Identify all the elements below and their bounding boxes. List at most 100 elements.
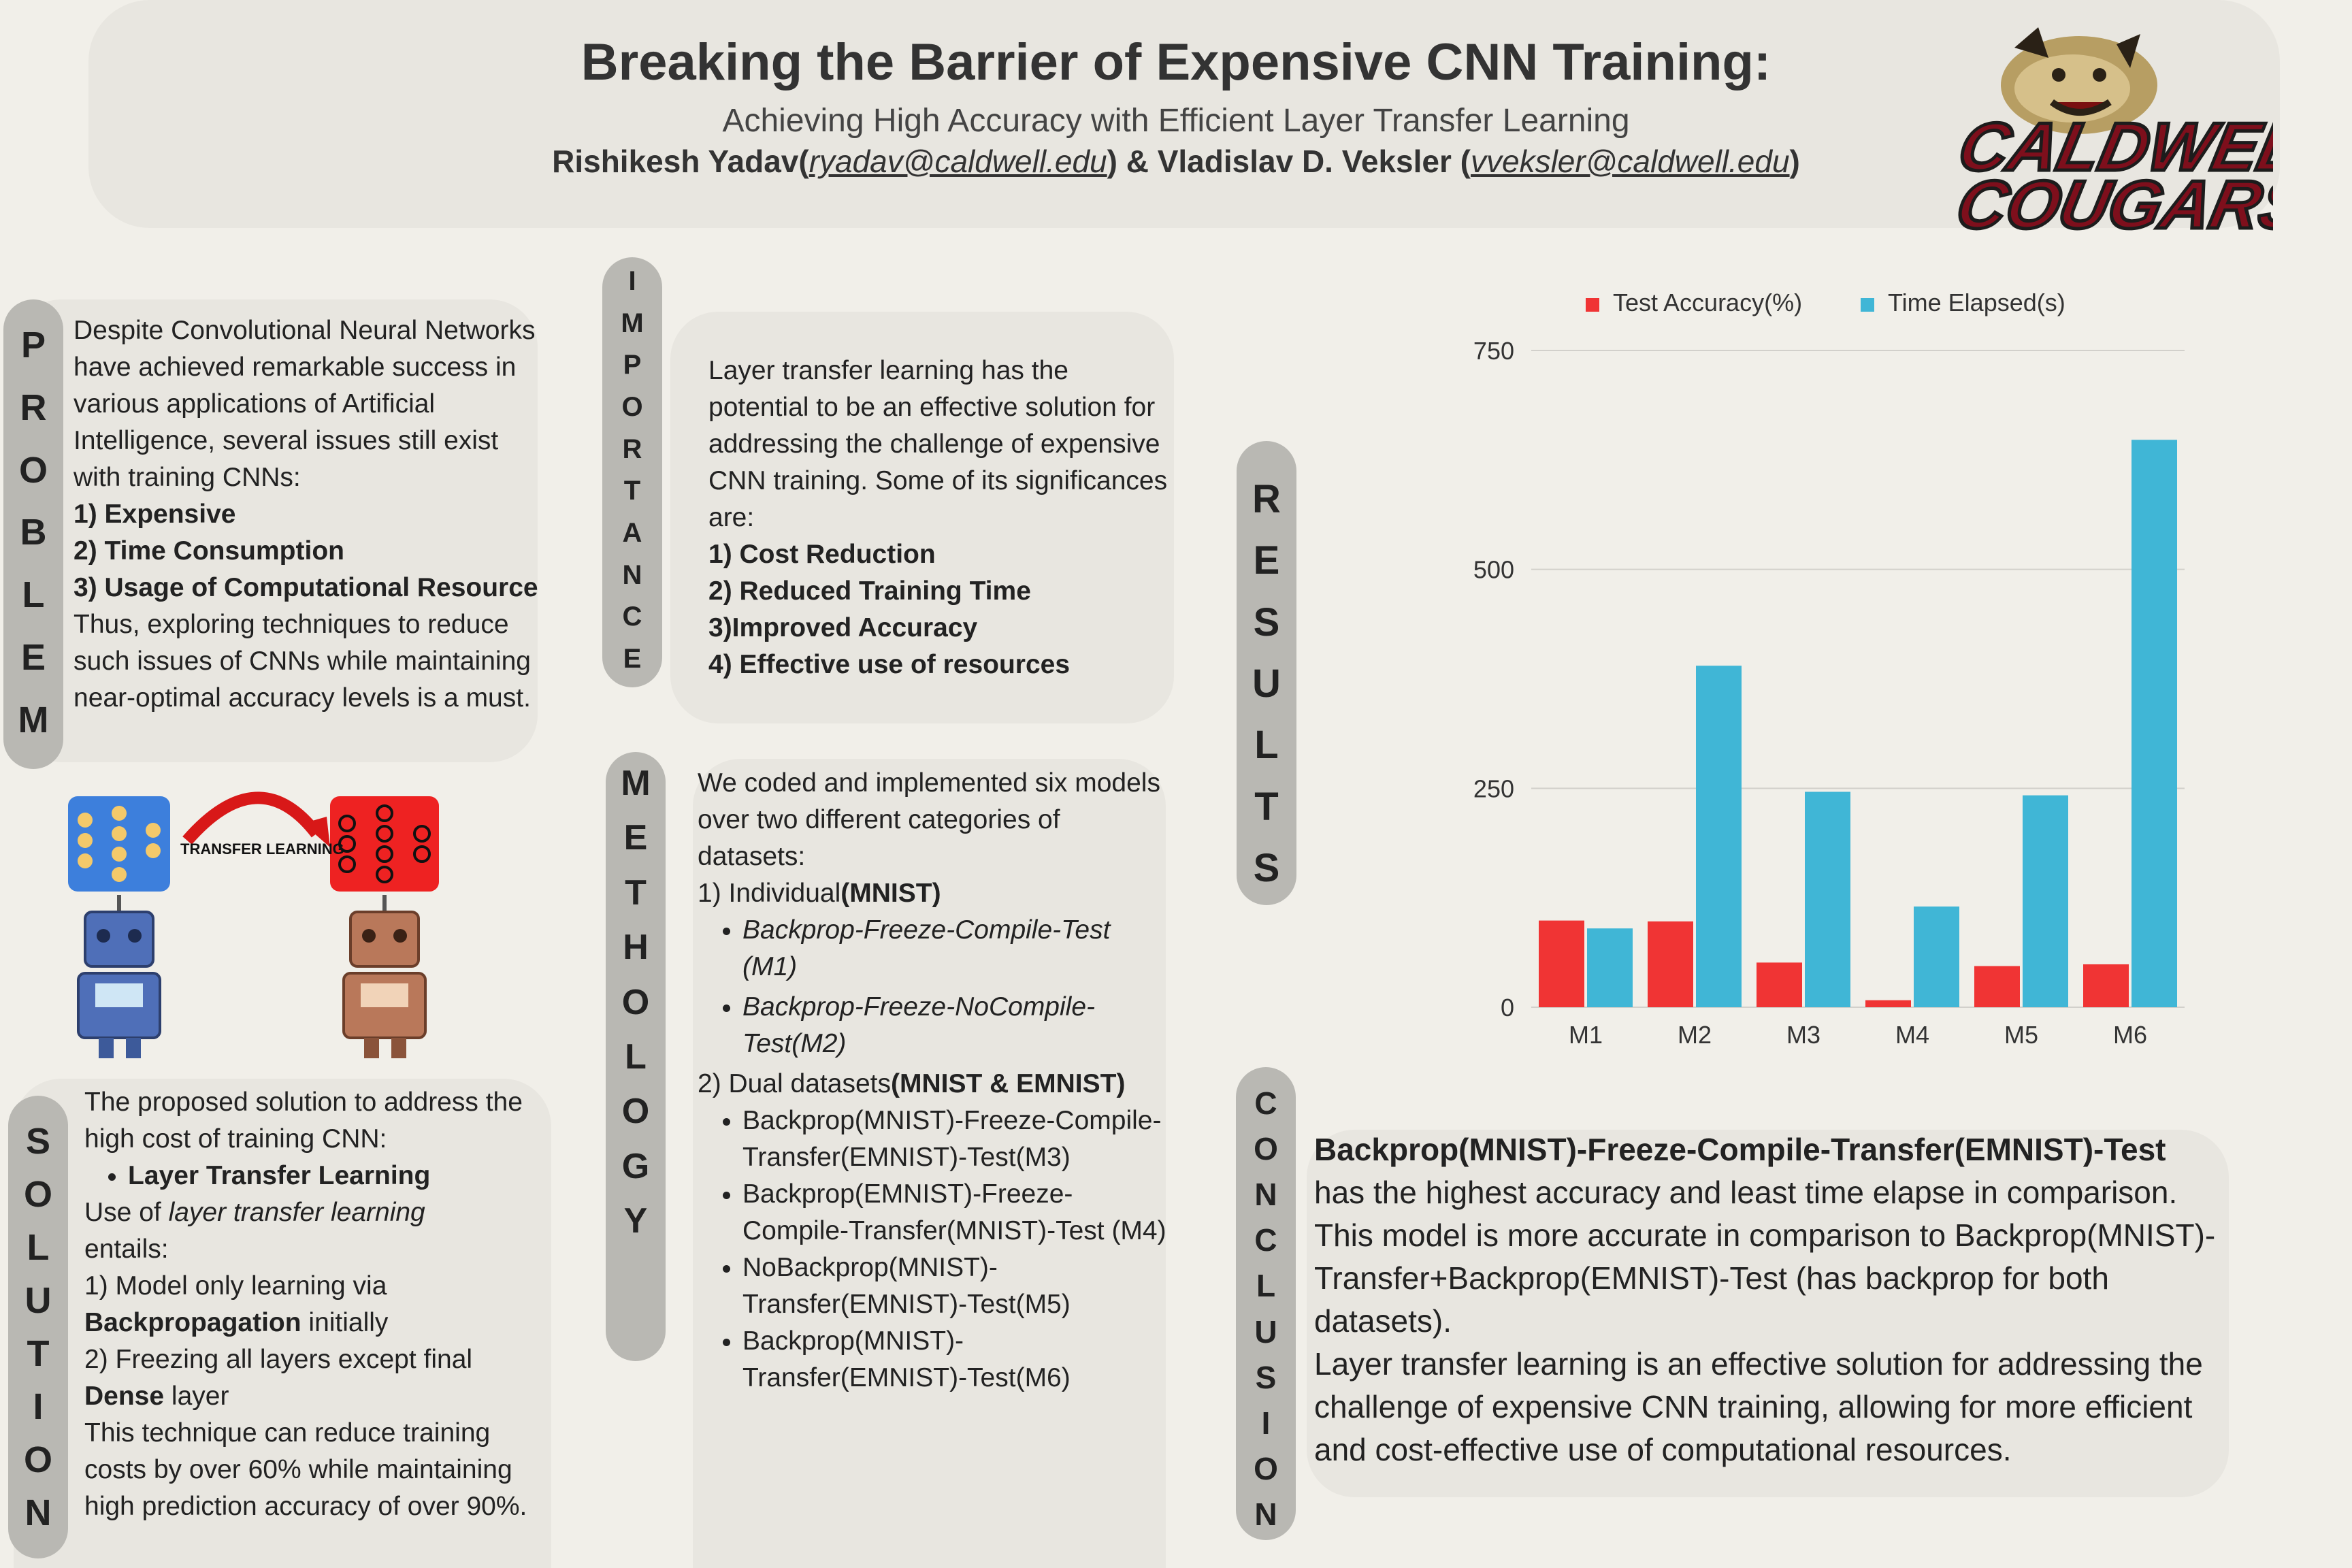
solution-label-letter: U [24,1280,52,1321]
poster-subtitle: Achieving High Accuracy with Efficient L… [722,103,1630,139]
importance-label-letter: C [622,602,642,632]
solution-step1-c: initially [301,1308,389,1337]
bar-M6-accuracy [2083,964,2129,1007]
methodology-label-letter: L [625,1036,647,1077]
x-tick-label: M4 [1895,1021,1929,1049]
solution-label-pill [8,1096,68,1558]
solution-label-letter: O [23,1439,52,1480]
bar-M5-time [2023,795,2068,1007]
legend-label: Time Elapsed(s) [1888,289,2065,316]
cougar-head-icon [2001,27,2157,134]
blue-robot-icon [77,895,161,1058]
bar-M2-accuracy [1648,921,1693,1007]
y-tick-label: 500 [1473,556,1514,584]
methodology-m2: Backprop-Freeze-NoCompile-Test(M2) [742,992,1096,1058]
importance-label-letter: A [622,517,642,548]
methodology-m1: Backprop-Freeze-Compile-Test (M1) [742,915,1111,981]
problem-label-letter: B [20,512,47,553]
problem-outro: Thus, exploring techniques to reduce suc… [74,610,531,713]
methodology-label-pill [606,752,666,1361]
solution-entails: entails: [84,1235,169,1264]
legend-swatch [1586,298,1599,312]
conclusion-label-letter: L [1256,1268,1276,1304]
bar-M5-accuracy [1974,966,2020,1007]
methodology-label-letter: T [625,872,647,913]
x-tick-label: M6 [2113,1021,2147,1049]
methodology-m6: Backprop(MNIST)-Transfer(EMNIST)-Test(M6… [742,1326,1071,1392]
conclusion-p2: Layer transfer learning is an effective … [1314,1346,2203,1467]
methodology-label-letter: G [621,1146,650,1186]
problem-label-letter: M [18,699,49,740]
methodology-m4: Backprop(EMNIST)-Freeze-Compile-Transfer… [742,1179,1166,1245]
importance-text: Layer transfer learning has the potentia… [708,353,1171,683]
importance-panel [670,312,1174,723]
bar-M2-time [1696,666,1742,1007]
methodology-text: We coded and implemented six models over… [698,765,1167,1396]
solution-step2-b: Dense [84,1382,165,1411]
transfer-learning-label: TRANSFER LEARNING [180,840,344,858]
problem-panel [14,299,538,762]
methodology-cat2-b: (MNIST & EMNIST) [891,1069,1126,1098]
solution-use-prefix: Use of [84,1198,169,1227]
problem-issue-2: 2) Time Consumption [74,536,344,566]
email-link-1[interactable]: ryadav@caldwell.edu [808,144,1107,179]
importance-item-1: 1) Cost Reduction [708,540,936,569]
solution-label-letter: O [23,1174,52,1215]
solution-bullet: Layer Transfer Learning [128,1161,431,1190]
methodology-cat1-b: (MNIST) [840,879,941,908]
importance-label-letter: R [622,434,642,464]
conclusion-label-letter: N [1254,1496,1277,1532]
results-label-letter: R [1252,477,1281,521]
methodology-label-letter: M [621,764,651,803]
list-item: Backprop-Freeze-Compile-Test (M1) [742,912,1167,985]
solution-step1-a: 1) Model only learning via [84,1271,387,1301]
importance-intro: Layer transfer learning has the potentia… [708,356,1168,532]
solution-outro: This technique can reduce training costs… [84,1418,527,1521]
solution-label-letter: L [27,1227,50,1268]
bar-M3-accuracy [1757,962,1802,1007]
conclusion-label-letter: O [1254,1450,1278,1486]
list-item: Backprop(EMNIST)-Freeze-Compile-Transfer… [742,1176,1167,1250]
problem-label-letter: L [22,574,45,616]
methodology-label-letter: E [623,818,648,858]
methodology-cat2-a: 2) Dual datasets [698,1069,891,1098]
importance-label-letter: P [623,350,642,380]
conclusion-label-letter: I [1261,1405,1271,1441]
methodology-m5: NoBackprop(MNIST)-Transfer(EMNIST)-Test(… [742,1253,1071,1319]
bar-M6-time [2132,440,2177,1007]
importance-item-2: 2) Reduced Training Time [708,576,1031,606]
methodology-m3: Backprop(MNIST)-Freeze-Compile-Transfer(… [742,1106,1162,1172]
poster-title: Breaking the Barrier of Expensive CNN Tr… [581,33,1771,91]
problem-intro: Despite Convolutional Neural Networks ha… [74,316,536,492]
problem-label-letter: O [18,449,48,491]
conclusion-text: Backprop(MNIST)-Freeze-Compile-Transfer(… [1314,1128,2230,1471]
orange-robot-icon [342,895,427,1058]
importance-item-3: 3)Improved Accuracy [708,613,978,642]
bar-M4-accuracy [1865,1000,1911,1007]
caldwell-cougars-logo: CALDWELL COUGARS [1948,27,2273,244]
conclusion-p1: has the highest accuracy and least time … [1314,1175,2216,1339]
x-tick-label: M5 [2004,1021,2038,1049]
conclusion-label-letter: C [1254,1222,1277,1258]
transfer-learning-illustration: TRANSFER LEARNING [68,791,439,1058]
importance-label-letter: I [628,266,636,296]
legend-label: Test Accuracy(%) [1613,289,1802,316]
conclusion-label-letter: N [1254,1177,1277,1213]
solution-text: The proposed solution to address the hig… [84,1084,554,1525]
solution-label-letter: T [27,1333,50,1374]
results-label-letter: S [1253,600,1280,644]
x-tick-label: M2 [1678,1021,1712,1049]
bar-M4-time [1914,906,1959,1007]
conclusion-label-letter: C [1254,1085,1277,1121]
header-banner [88,0,2280,228]
y-tick-label: 0 [1501,994,1514,1022]
email-link-2[interactable]: vveksler@caldwell.edu [1470,144,1790,179]
problem-label-letter: P [20,325,46,365]
importance-label-letter: M [621,308,644,338]
importance-label-letter: E [623,643,642,674]
list-item: Backprop-Freeze-NoCompile-Test(M2) [742,989,1167,1062]
conclusion-label-letter: O [1254,1131,1278,1167]
solution-label-letter: N [24,1492,52,1533]
logo-line-1: CALDWELL [1953,109,2273,185]
